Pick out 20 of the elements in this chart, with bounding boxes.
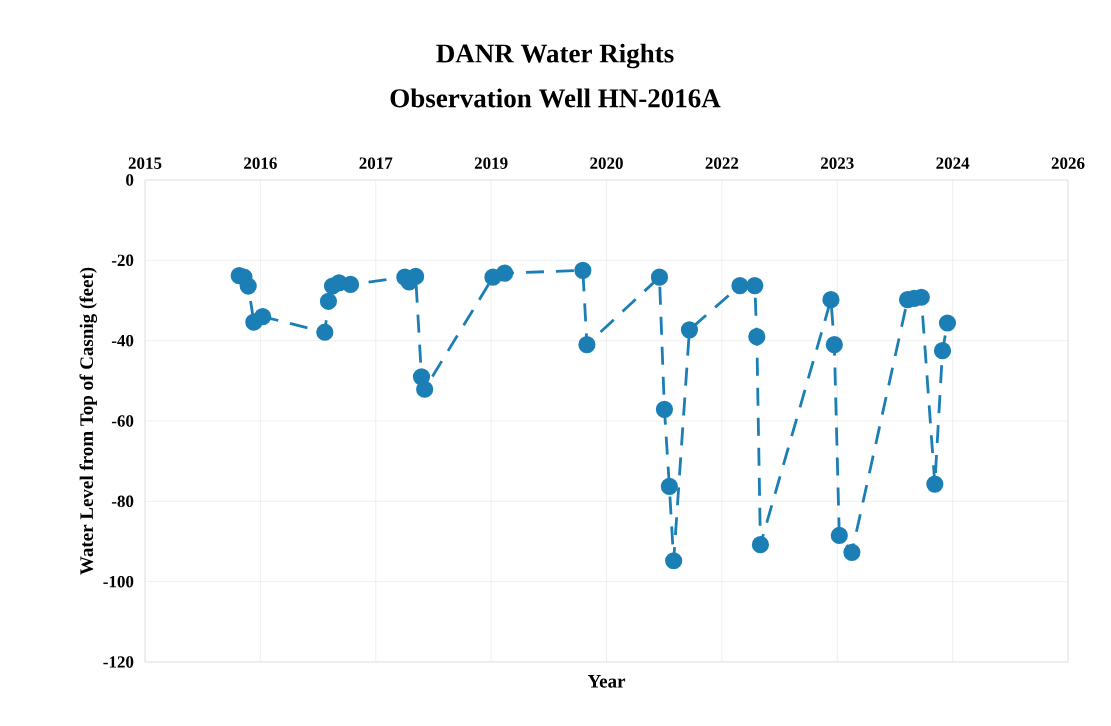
x-tick-label: 2023 [820, 157, 854, 169]
x-tick-label: 2020 [590, 157, 623, 169]
y-tick-label: -100 [103, 575, 134, 588]
y-tick-label: -40 [111, 334, 134, 347]
y-tick-label: -120 [103, 656, 134, 668]
y-tick-label: -20 [111, 254, 134, 267]
y-tick-label: -80 [111, 495, 134, 508]
chart-title: DANR Water Rights [436, 43, 674, 69]
x-axis-title: Year [587, 675, 626, 688]
x-tick-label: 2017 [359, 157, 393, 169]
x-tick-label: 2026 [1051, 157, 1085, 169]
x-tick-label: 2016 [244, 157, 277, 169]
y-axis-title: Water Level from Top of Casnig (feet) [79, 267, 98, 575]
x-tick-label: 2015 [128, 157, 162, 169]
chart-subtitle: Observation Well HN-2016A [390, 88, 721, 108]
y-tick-label: 0 [126, 174, 134, 186]
x-tick-label: 2024 [936, 157, 970, 169]
x-tick-label: 2022 [705, 157, 739, 169]
y-tick-label: -60 [111, 415, 134, 427]
x-tick-label: 2019 [474, 157, 508, 169]
